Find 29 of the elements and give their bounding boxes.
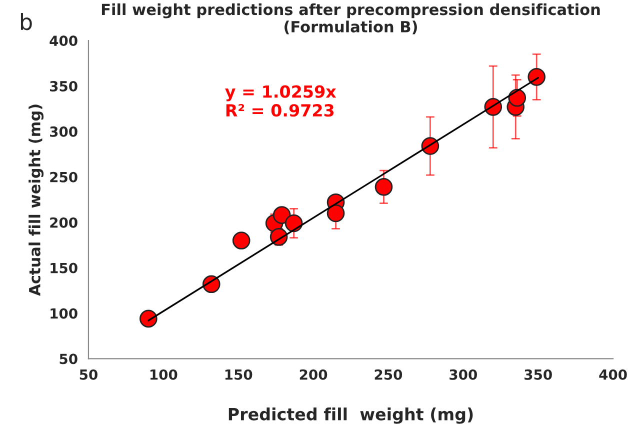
x-tick-label: 400 [599,369,627,380]
point [284,214,303,232]
y-tick-label: 50 [60,354,78,364]
y-tick-label: 100 [50,308,78,319]
point [508,88,526,107]
y-tick-label: 250 [50,172,78,182]
point [528,68,546,86]
x-tick-label: 100 [150,369,178,380]
x-tick-label: 50 [80,369,98,380]
y-axis-title: Actual fill weight (mg) [28,104,44,296]
point [272,206,291,224]
y-tick-label: 300 [50,126,78,137]
text: b [20,13,32,30]
x-tick-label: 200 [300,369,328,380]
x-tick-label: 350 [524,369,552,380]
y-tick-label: 350 [50,80,78,92]
point [374,178,393,196]
point [326,204,345,222]
annotation: y = 1.0259x R² = 0.9723 [225,85,336,117]
x-axis-title: Predicted fill weight (mg) [228,408,473,424]
y-tick-label: 200 [50,217,78,228]
x-tick-label: 250 [374,369,402,380]
point [140,310,158,328]
x-tick-label: 300 [450,369,477,380]
chart-title: Fill weight predictions after precompression densification (Formulation B) [102,3,600,34]
point [232,232,250,250]
y-tick-label: 400 [50,36,78,46]
x-tick-label: 150 [225,369,252,380]
y-tick-label: 150 [50,262,78,274]
